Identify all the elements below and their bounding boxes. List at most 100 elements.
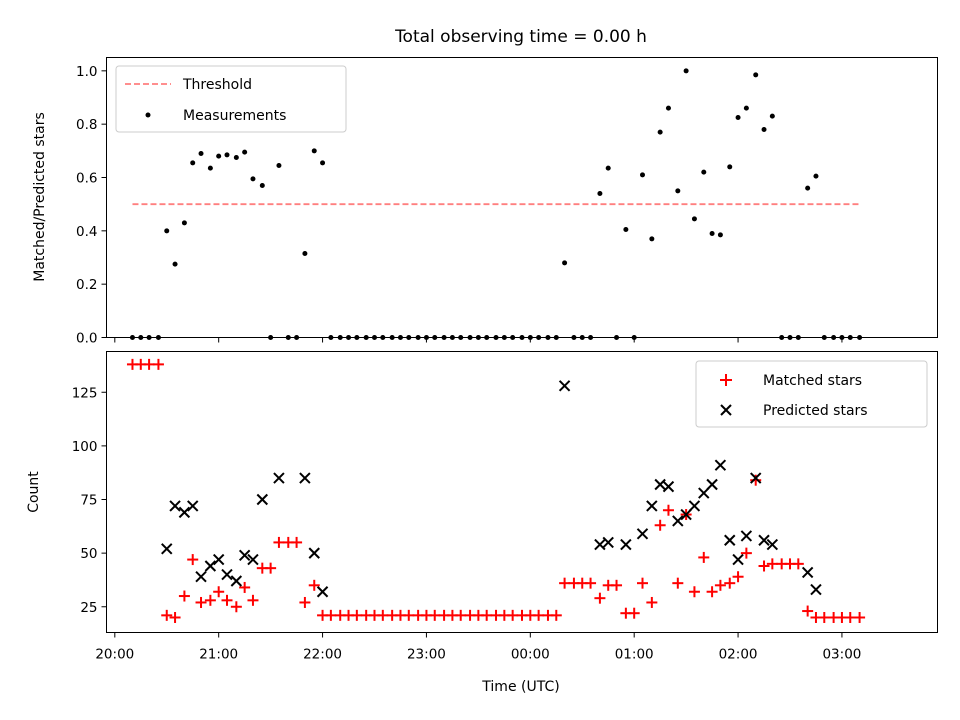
measurement-point [735, 115, 741, 120]
bottom-axes-frame [106, 351, 938, 633]
bottom-x-tick-label: 03:00 [822, 647, 861, 663]
measurement-point [805, 185, 811, 191]
bottom-y-tick-label: 25 [80, 600, 97, 616]
predicted-star-point [672, 515, 684, 527]
measurement-point [172, 261, 178, 267]
matched-star-point [646, 596, 658, 608]
predicted-star-point [187, 500, 199, 512]
bottom-x-tick-label: 23:00 [407, 647, 446, 663]
measurement-point [216, 153, 222, 159]
matched-star-point [724, 577, 736, 589]
measurement-point [311, 148, 317, 154]
top-y-tick-label: 0.4 [76, 224, 97, 240]
measurement-point [639, 172, 645, 178]
measurement-point [683, 68, 689, 74]
matched-star-point [706, 586, 718, 598]
measurement-point [701, 169, 707, 175]
predicted-star-point [169, 500, 181, 512]
matched-star-point [766, 558, 778, 570]
bottom-y-tick-label: 100 [72, 439, 98, 455]
matched-star-point [351, 609, 363, 621]
predicted-star-point [810, 583, 822, 596]
predicted-star-point [308, 547, 320, 559]
predicted-star-point [662, 480, 675, 493]
predicted-star-point [602, 536, 614, 549]
matched-star-point [152, 358, 164, 370]
top-axes-frame [106, 57, 938, 338]
measurement-point [753, 72, 759, 78]
matched-star-point [854, 611, 866, 623]
measurement-point [727, 164, 733, 170]
predicted-star-point [646, 500, 658, 512]
predicted-star-point [299, 472, 311, 484]
matched-star-point [403, 609, 415, 621]
top-y-tick-label: 1.0 [76, 64, 97, 80]
predicted-star-point [740, 530, 753, 542]
predicted-star-point [221, 568, 233, 581]
measurement-point [709, 231, 715, 236]
matched-star-point [143, 358, 155, 370]
predicted-star-point [558, 380, 571, 392]
predicted-star-point [238, 549, 251, 561]
predicted-star-point [732, 553, 744, 566]
predicted-star-point [688, 500, 701, 512]
bottom-legend-box [695, 360, 928, 428]
measurement-point [597, 191, 603, 196]
measurement-point [743, 105, 749, 111]
predicted-star-point [247, 553, 259, 566]
measurement-point [164, 228, 170, 234]
measurement-point [190, 160, 196, 166]
measurement-point [276, 163, 282, 168]
measurement-point [198, 151, 204, 156]
matched-star-point [377, 609, 389, 621]
matched-star-point [239, 581, 251, 593]
predicted-star-point [724, 534, 736, 546]
matched-star-point [818, 611, 830, 623]
bottom-x-tick-label: 21:00 [199, 647, 238, 663]
legend-matched-marker [720, 374, 732, 386]
top-y-tick-label: 0.0 [76, 331, 97, 347]
matched-star-point [273, 536, 285, 548]
bottom-x-tick-label: 01:00 [615, 647, 654, 663]
predicted-star-point [273, 472, 285, 484]
measurement-point [181, 220, 187, 226]
matched-star-point [299, 596, 311, 608]
matched-star-point [195, 596, 207, 608]
top-ticks: 0.0 0.2 0.4 0.6 0.8 1.0 [76, 64, 843, 347]
predicted-star-point [316, 586, 329, 598]
top-y-tick-label: 0.6 [76, 171, 97, 187]
legend-predicted-marker [720, 404, 732, 416]
measurement-point [224, 152, 230, 158]
top-y-tick-label: 0.2 [76, 277, 97, 293]
matched-star-point [714, 579, 726, 591]
matched-star-point [429, 609, 441, 621]
bottom-y-tick-label: 125 [72, 385, 98, 401]
matched-star-point [559, 577, 571, 589]
measurement-point [761, 127, 767, 132]
legend-measurements-label: Measurements [183, 108, 286, 124]
predicted-star-point [750, 472, 762, 484]
matched-star-point [662, 504, 674, 516]
matched-star-point [654, 519, 666, 531]
measurement-point [233, 155, 239, 160]
top-panel: Total observing time = 0.00 h Matched/Pr… [32, 27, 938, 347]
matched-star-point [802, 605, 814, 617]
matched-star-point [792, 558, 804, 570]
legend-predicted-label: Predicted stars [763, 403, 868, 419]
measurement-point [813, 173, 819, 179]
predicted-star-point [195, 571, 207, 583]
predicted-star-point [256, 493, 269, 506]
measurement-point [675, 188, 681, 194]
measurement-point [242, 149, 248, 155]
matched-star-point [455, 609, 467, 621]
matched-star-point [187, 554, 199, 566]
bottom-y-tick-label: 50 [80, 546, 97, 562]
measurement-point [649, 236, 655, 242]
predicted-star-point [698, 487, 710, 499]
matched-star-point [740, 547, 752, 559]
matched-star-point [178, 590, 190, 602]
measurement-point [623, 227, 629, 232]
matched-star-point [291, 536, 303, 548]
matched-star-point [213, 586, 225, 598]
